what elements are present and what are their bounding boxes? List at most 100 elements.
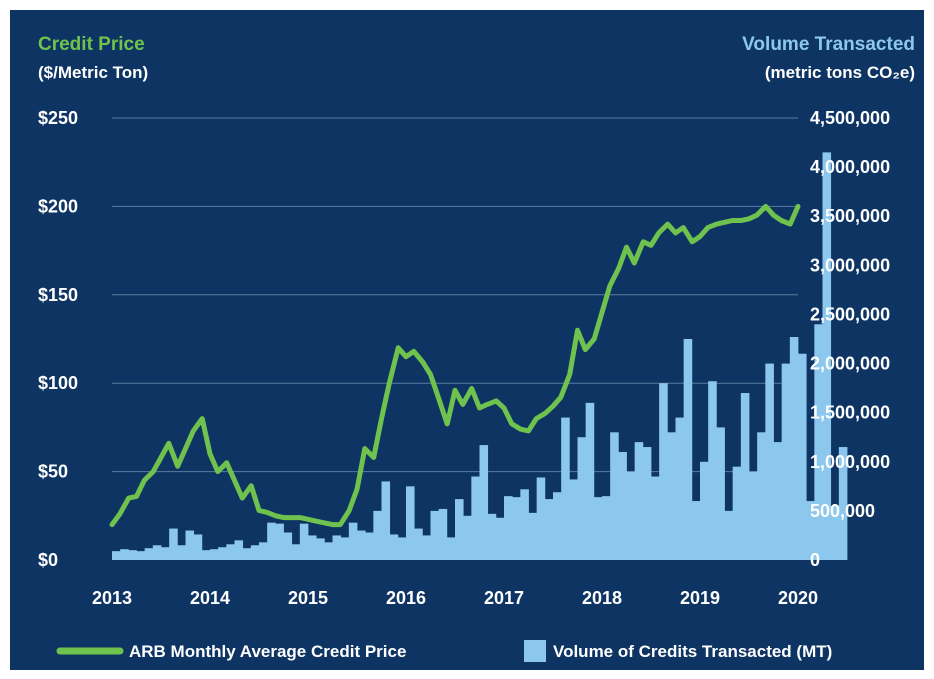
volume-bar: [177, 545, 186, 560]
volume-bar: [356, 530, 366, 560]
volume-bar: [267, 522, 276, 560]
right-tick-label: 4,000,000: [810, 157, 890, 177]
volume-bar: [307, 535, 317, 560]
legend-price-label: ARB Monthly Average Credit Price: [129, 642, 406, 661]
volume-bar: [128, 550, 137, 560]
x-tick-label: 2019: [680, 588, 720, 608]
volume-bar: [593, 497, 603, 560]
volume-bar: [569, 479, 578, 560]
right-axis-ticks: 0 500,000 1,000,000 1,500,000 2,000,000 2,500…: [810, 108, 890, 570]
left-tick-label: $200: [38, 196, 78, 216]
left-tick-label: $100: [38, 373, 78, 393]
volume-bar: [830, 505, 840, 560]
left-tick-label: $250: [38, 108, 78, 128]
price-line-layer: [109, 203, 801, 528]
grid-lines: [112, 117, 798, 473]
x-tick-label: 2016: [386, 588, 426, 608]
chart-container: Credit Price ($/Metric Ton) Volume Trans…: [10, 10, 924, 670]
left-axis-title: Credit Price: [38, 34, 145, 55]
volume-bar: [250, 545, 260, 560]
volume-bar: [814, 324, 823, 560]
volume-bar: [610, 432, 619, 560]
volume-bar: [740, 393, 750, 560]
volume-bar: [626, 471, 636, 560]
price-line: [109, 203, 801, 528]
volume-bar: [112, 551, 121, 560]
left-tick-label: $50: [38, 462, 68, 482]
volume-bar: [185, 530, 195, 560]
volume-bar: [381, 481, 391, 560]
volume-bar: [552, 492, 562, 560]
volume-bar: [642, 447, 652, 560]
volume-bar: [136, 551, 146, 560]
left-tick-label: $0: [38, 550, 58, 570]
volume-bar: [169, 528, 178, 560]
volume-bars: [112, 152, 848, 560]
volume-bar: [691, 501, 701, 560]
volume-bar: [789, 337, 799, 560]
volume-bar: [561, 417, 570, 560]
volume-bar: [160, 547, 170, 560]
volume-bar: [258, 542, 268, 560]
left-axis-subtitle: ($/Metric Ton): [38, 63, 148, 82]
volume-bar: [397, 537, 407, 560]
x-tick-label: 2020: [778, 588, 818, 608]
volume-bar: [299, 523, 309, 560]
volume-bar: [699, 461, 709, 560]
right-tick-label: 0: [810, 550, 820, 570]
volume-bar: [667, 432, 676, 560]
right-tick-label: 1,000,000: [810, 452, 890, 472]
volume-bar: [291, 544, 301, 560]
chart-svg: Credit Price ($/Metric Ton) Volume Trans…: [38, 34, 915, 662]
x-tick-label: 2013: [92, 588, 132, 608]
right-tick-label: 2,500,000: [810, 304, 890, 324]
volume-bar: [683, 339, 693, 560]
x-tick-label: 2018: [582, 588, 622, 608]
right-axis-title: Volume Transacted: [742, 34, 915, 55]
left-tick-label: $150: [38, 285, 78, 305]
volume-bar: [332, 535, 342, 560]
volume-bar: [316, 538, 325, 560]
volume-bar: [275, 523, 284, 560]
volume-bar: [757, 432, 766, 560]
volume-bar: [348, 522, 358, 560]
volume-bar: [724, 510, 734, 560]
volume-bar: [806, 501, 815, 560]
volume-bar: [797, 353, 807, 560]
volume-bar: [487, 513, 497, 560]
right-tick-label: 500,000: [810, 501, 875, 521]
volume-bar: [708, 381, 717, 560]
volume-bar: [822, 152, 832, 560]
volume-bar: [324, 542, 333, 560]
volume-bar: [454, 499, 464, 560]
volume-bar: [414, 528, 423, 560]
volume-bar: [446, 537, 456, 560]
volume-bar: [226, 544, 235, 560]
volume-bar: [463, 515, 472, 560]
volume-bar: [781, 363, 791, 560]
volume-bar: [601, 496, 611, 560]
volume-bar: [430, 510, 440, 560]
x-tick-label: 2017: [484, 588, 524, 608]
volume-bar: [544, 499, 554, 560]
x-axis-ticks: 2013 2014 2015 2016 2017 2018 2019 2020: [92, 588, 818, 608]
volume-bar: [373, 510, 382, 560]
left-axis-ticks: $0 $50 $100 $150 $200 $250: [38, 108, 78, 570]
volume-bar: [152, 545, 162, 560]
volume-bar: [618, 451, 627, 560]
right-axis-subtitle: (metric tons CO₂e): [765, 63, 915, 82]
legend: ARB Monthly Average Credit Price Volume …: [56, 640, 832, 662]
volume-bar: [405, 486, 415, 560]
volume-bar: [765, 363, 774, 560]
legend-volume-label: Volume of Credits Transacted (MT): [553, 642, 832, 661]
right-tick-label: 1,500,000: [810, 403, 890, 423]
volume-bar: [234, 540, 244, 560]
volume-bar: [242, 548, 252, 560]
volume-bar: [438, 508, 448, 560]
volume-bar: [340, 537, 350, 560]
volume-bar: [471, 476, 480, 560]
volume-bar: [650, 476, 660, 560]
volume-bar: [732, 466, 742, 560]
volume-bar: [748, 471, 758, 560]
right-tick-label: 4,500,000: [810, 108, 890, 128]
